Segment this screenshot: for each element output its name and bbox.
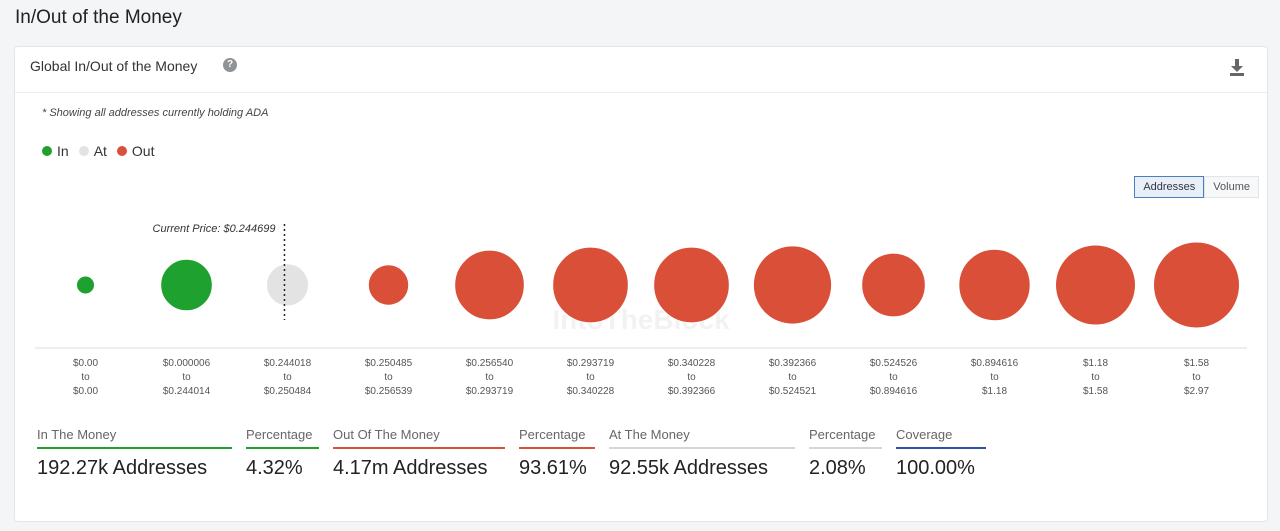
tick-label-5-1: $0.256540 — [466, 358, 514, 369]
tick-label-10-3: $1.18 — [982, 386, 1007, 397]
legend-label-in: In — [57, 143, 69, 159]
tick-label-9-1: $0.524526 — [870, 358, 918, 369]
bubble-10 — [958, 248, 1031, 322]
chart-legend: In At Out — [42, 143, 155, 159]
tick-label-11-2: to — [1091, 372, 1100, 383]
tick-label-1-3: $0.00 — [73, 386, 98, 397]
tick-label-2-1: $0.000006 — [163, 358, 211, 369]
stat-label: In The Money — [37, 427, 232, 449]
bubble-2 — [160, 258, 213, 312]
tick-label-12-1: $1.58 — [1184, 358, 1209, 369]
stat-label: Percentage — [809, 427, 882, 449]
tick-label-8-1: $0.392366 — [769, 358, 817, 369]
tick-label-6-3: $0.340228 — [567, 386, 615, 397]
legend-label-out: Out — [131, 143, 155, 159]
legend-dot-at — [78, 146, 89, 156]
summary-stats: In The Money 192.27k Addresses Percentage 4… — [37, 427, 1000, 480]
tick-label-2-3: $0.244014 — [163, 386, 211, 397]
tick-label-1-1: $0.00 — [73, 358, 98, 369]
legend-item-in[interactable]: In — [42, 143, 69, 159]
question-circle-icon[interactable]: ? — [223, 58, 237, 72]
in-out-money-card: Global In/Out of the Money ? * Showing a… — [14, 46, 1268, 522]
bubble-1 — [75, 275, 96, 295]
bubble-3 — [265, 263, 310, 307]
stat-value: 100.00% — [896, 457, 975, 479]
stat-label: Percentage — [519, 427, 595, 449]
tick-label-10-2: to — [990, 372, 999, 383]
bubble-4 — [367, 264, 410, 306]
bubble-7 — [653, 246, 730, 324]
stat-5: At The Money 92.55k Addresses — [609, 427, 795, 480]
tick-label-11-3: $1.58 — [1083, 386, 1108, 397]
tick-label-8-3: $0.524521 — [769, 386, 817, 397]
page-title: In/Out of the Money — [15, 7, 182, 28]
tick-label-7-3: $0.392366 — [668, 386, 716, 397]
tick-label-9-2: to — [889, 372, 898, 383]
bubble-11 — [1055, 244, 1136, 326]
legend-dot-out — [116, 146, 127, 156]
legend-item-at[interactable]: At — [78, 143, 107, 159]
tick-label-4-2: to — [384, 372, 393, 383]
tick-label-6-1: $0.293719 — [567, 358, 615, 369]
current-price-label: Current Price: $0.244699 — [153, 223, 276, 235]
stat-value: 4.32% — [246, 457, 303, 479]
tick-label-12-3: $2.97 — [1184, 386, 1209, 397]
stat-1: In The Money 192.27k Addresses — [37, 427, 232, 480]
bubble-6 — [552, 246, 629, 324]
volume-toggle-button[interactable]: Volume — [1204, 176, 1259, 198]
bubble-9 — [861, 252, 926, 318]
stat-label: Percentage — [246, 427, 319, 449]
stat-7: Coverage 100.00% — [896, 427, 986, 480]
download-icon[interactable] — [1229, 58, 1245, 78]
addresses-toggle-button[interactable]: Addresses — [1134, 176, 1205, 198]
stat-value: 4.17m Addresses — [333, 457, 488, 479]
stat-label: At The Money — [609, 427, 795, 449]
tick-label-5-3: $0.293719 — [466, 386, 514, 397]
tick-label-7-1: $0.340228 — [668, 358, 716, 369]
tick-label-3-1: $0.244018 — [264, 358, 312, 369]
tick-label-3-2: to — [283, 372, 292, 383]
tick-label-4-1: $0.250485 — [365, 358, 413, 369]
stat-value: 2.08% — [809, 457, 866, 479]
stat-4: Percentage 93.61% — [519, 427, 595, 480]
stat-6: Percentage 2.08% — [809, 427, 882, 480]
tick-label-7-2: to — [687, 372, 696, 383]
metric-toggle: Addresses Volume — [1134, 176, 1259, 198]
tick-label-12-2: to — [1192, 372, 1201, 383]
stat-label: Out Of The Money — [333, 427, 505, 449]
bubble-8 — [752, 245, 833, 325]
bubble-chart: IntoTheBlock$0.00to$0.00$0.000006to$0.24… — [35, 223, 1247, 397]
legend-dot-in — [42, 146, 52, 156]
stat-value: 92.55k Addresses — [609, 457, 768, 479]
stat-3: Out Of The Money 4.17m Addresses — [333, 427, 505, 480]
stat-label: Coverage — [896, 427, 986, 449]
tick-label-11-1: $1.18 — [1083, 358, 1108, 369]
card-title: Global In/Out of the Money — [30, 58, 198, 74]
card-header: Global In/Out of the Money ? — [15, 47, 1267, 93]
tick-label-5-2: to — [485, 372, 494, 383]
holding-note: * Showing all addresses currently holdin… — [42, 107, 269, 119]
bubble-5 — [454, 249, 525, 321]
stat-value: 192.27k Addresses — [37, 457, 208, 479]
legend-item-out[interactable]: Out — [116, 143, 155, 159]
tick-label-8-2: to — [788, 372, 797, 383]
stat-value: 93.61% — [519, 457, 587, 479]
tick-label-3-3: $0.250484 — [264, 386, 312, 397]
tick-label-4-3: $0.256539 — [365, 386, 413, 397]
tick-label-6-2: to — [586, 372, 595, 383]
legend-label-at: At — [93, 143, 107, 159]
tick-label-10-1: $0.894616 — [971, 358, 1019, 369]
bubble-12 — [1153, 241, 1240, 329]
tick-label-2-2: to — [182, 372, 191, 383]
stat-2: Percentage 4.32% — [246, 427, 319, 480]
tick-label-9-3: $0.894616 — [870, 386, 918, 397]
tick-label-1-2: to — [81, 372, 90, 383]
